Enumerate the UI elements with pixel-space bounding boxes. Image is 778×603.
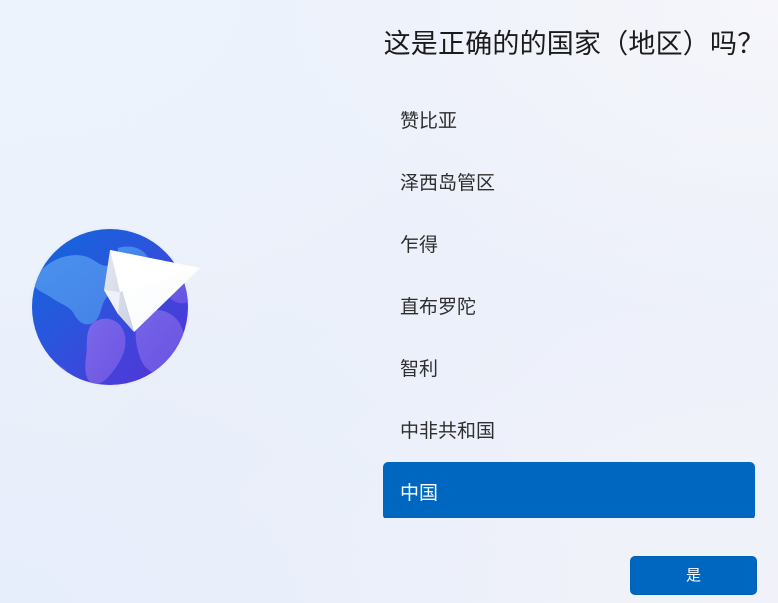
region-label: 泽西岛管区 — [400, 172, 496, 194]
region-list-item-selected[interactable]: 中国 — [383, 462, 755, 518]
region-label: 直布罗陀 — [400, 296, 477, 318]
page-title: 这是正确的的国家（地区）吗？ — [383, 29, 765, 59]
region-list-item[interactable]: 直布罗陀 — [383, 274, 755, 336]
region-pane: 这是正确的的国家（地区）吗？ 赞比亚 泽西岛管区 乍得 直布罗陀 智利 中非共和… — [370, 0, 778, 603]
region-label: 智利 — [400, 358, 439, 380]
region-label: 乍得 — [400, 234, 439, 256]
footer-bar: 是 — [370, 545, 778, 603]
region-list[interactable]: 赞比亚 泽西岛管区 乍得 直布罗陀 智利 中非共和国 中国 — [383, 88, 755, 518]
region-label: 中非共和国 — [400, 420, 496, 442]
region-list-item[interactable]: 泽西岛管区 — [383, 150, 755, 212]
region-label: 赞比亚 — [400, 110, 458, 132]
region-list-item[interactable]: 乍得 — [383, 212, 755, 274]
region-list-item[interactable]: 赞比亚 — [383, 88, 755, 150]
region-label: 中国 — [400, 482, 439, 504]
confirm-yes-button[interactable]: 是 — [630, 556, 757, 595]
region-list-item[interactable]: 智利 — [383, 336, 755, 398]
region-list-item[interactable]: 中非共和国 — [383, 398, 755, 460]
globe-with-paper-airplane-illustration — [22, 218, 202, 398]
paper-airplane-icon — [104, 250, 200, 332]
